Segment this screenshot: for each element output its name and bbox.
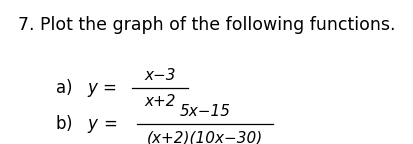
Text: (x+2)(10x−30): (x+2)(10x−30) <box>147 130 263 144</box>
Text: a)   $y$ =: a) $y$ = <box>55 77 116 99</box>
Text: 5x−15: 5x−15 <box>179 104 230 119</box>
Text: b)   $y$ =: b) $y$ = <box>55 113 117 135</box>
Text: x+2: x+2 <box>144 93 176 108</box>
Text: x−3: x−3 <box>144 68 176 83</box>
Text: 7. Plot the graph of the following functions.: 7. Plot the graph of the following funct… <box>18 16 395 34</box>
